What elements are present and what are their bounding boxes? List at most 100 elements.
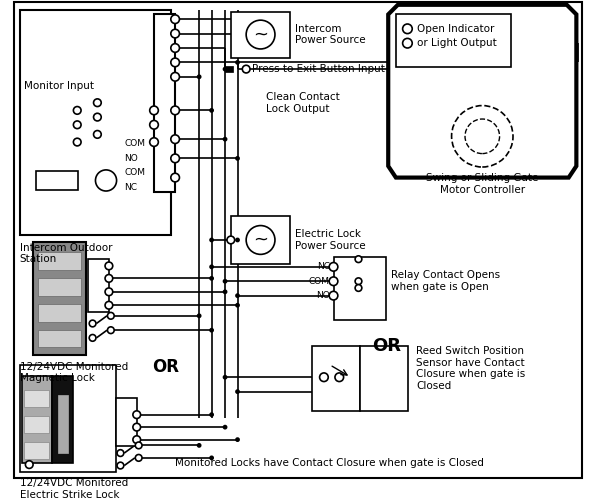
Circle shape bbox=[209, 238, 214, 242]
Bar bbox=[361, 346, 408, 411]
Text: COM: COM bbox=[124, 168, 145, 177]
Bar bbox=[38, 278, 81, 295]
Circle shape bbox=[243, 66, 250, 73]
Text: COM: COM bbox=[309, 276, 330, 285]
Circle shape bbox=[403, 24, 412, 34]
Circle shape bbox=[355, 284, 362, 292]
Circle shape bbox=[94, 130, 101, 138]
Circle shape bbox=[150, 106, 159, 114]
Circle shape bbox=[26, 460, 33, 468]
Bar bbox=[52, 376, 73, 462]
Circle shape bbox=[223, 290, 228, 294]
Circle shape bbox=[246, 20, 275, 49]
Bar bbox=[33, 242, 86, 355]
Bar bbox=[231, 216, 290, 264]
Circle shape bbox=[209, 108, 214, 113]
Text: Intercom
Power Source: Intercom Power Source bbox=[295, 24, 366, 46]
Circle shape bbox=[94, 99, 101, 106]
Circle shape bbox=[89, 334, 96, 341]
Bar bbox=[24, 390, 49, 407]
Text: Relay Contact Opens
when gate is Open: Relay Contact Opens when gate is Open bbox=[391, 270, 500, 292]
Circle shape bbox=[223, 375, 228, 380]
Circle shape bbox=[171, 154, 179, 162]
Text: ~: ~ bbox=[253, 26, 268, 44]
Circle shape bbox=[94, 114, 101, 121]
Circle shape bbox=[235, 238, 240, 242]
Bar bbox=[38, 304, 81, 322]
Circle shape bbox=[246, 226, 275, 254]
Circle shape bbox=[223, 424, 228, 430]
Bar bbox=[58, 396, 67, 453]
Text: OR: OR bbox=[372, 336, 401, 354]
Bar bbox=[154, 14, 175, 192]
Text: Open Indicator: Open Indicator bbox=[417, 24, 495, 34]
Bar bbox=[396, 14, 511, 67]
Circle shape bbox=[133, 424, 141, 431]
Text: Intercom Outdoor
Station: Intercom Outdoor Station bbox=[20, 243, 112, 264]
Circle shape bbox=[329, 277, 338, 285]
Bar bbox=[116, 398, 136, 446]
Bar bbox=[225, 66, 232, 72]
Text: Press to Exit Button Input: Press to Exit Button Input bbox=[252, 64, 385, 74]
Bar bbox=[334, 257, 386, 320]
Circle shape bbox=[329, 262, 338, 271]
Circle shape bbox=[135, 454, 142, 461]
Circle shape bbox=[105, 262, 113, 270]
Circle shape bbox=[235, 437, 240, 442]
Circle shape bbox=[209, 328, 214, 332]
Text: Monitored Locks have Contact Closure when gate is Closed: Monitored Locks have Contact Closure whe… bbox=[175, 458, 484, 468]
Circle shape bbox=[171, 106, 179, 114]
Circle shape bbox=[235, 303, 240, 308]
Circle shape bbox=[329, 292, 338, 300]
Circle shape bbox=[150, 120, 159, 129]
Text: Electric Lock
Power Source: Electric Lock Power Source bbox=[295, 229, 366, 251]
Bar bbox=[20, 365, 116, 472]
Circle shape bbox=[171, 174, 179, 182]
Circle shape bbox=[223, 66, 228, 71]
Circle shape bbox=[452, 106, 513, 167]
Circle shape bbox=[117, 450, 124, 456]
Text: Monitor Input: Monitor Input bbox=[24, 82, 94, 92]
Text: 12/24VDC Monitored
Electric Strike Lock: 12/24VDC Monitored Electric Strike Lock bbox=[20, 478, 128, 500]
Circle shape bbox=[89, 320, 96, 327]
Circle shape bbox=[73, 106, 81, 114]
Text: Reed Switch Position
Sensor have Contact
Closure when gate is
Closed: Reed Switch Position Sensor have Contact… bbox=[416, 346, 525, 391]
Text: NC: NC bbox=[124, 182, 137, 192]
Circle shape bbox=[235, 156, 240, 161]
Circle shape bbox=[105, 274, 113, 282]
Bar bbox=[312, 346, 361, 411]
Bar bbox=[38, 252, 81, 270]
Circle shape bbox=[133, 436, 141, 444]
Circle shape bbox=[171, 30, 179, 38]
Circle shape bbox=[171, 15, 179, 24]
Circle shape bbox=[235, 389, 240, 394]
Text: Clean Contact
Lock Output: Clean Contact Lock Output bbox=[266, 92, 340, 114]
Circle shape bbox=[171, 135, 179, 143]
Circle shape bbox=[227, 236, 235, 244]
Circle shape bbox=[197, 74, 201, 79]
Text: NO: NO bbox=[124, 154, 138, 163]
Text: 12/24VDC Monitored
Magnetic Lock: 12/24VDC Monitored Magnetic Lock bbox=[20, 362, 128, 384]
Circle shape bbox=[133, 411, 141, 418]
Circle shape bbox=[105, 288, 113, 296]
Bar bbox=[38, 330, 81, 347]
Circle shape bbox=[197, 314, 201, 318]
Bar bbox=[24, 416, 49, 433]
Circle shape bbox=[197, 443, 201, 448]
Circle shape bbox=[403, 38, 412, 48]
Circle shape bbox=[209, 264, 214, 269]
Circle shape bbox=[209, 276, 214, 281]
Circle shape bbox=[73, 138, 81, 146]
Circle shape bbox=[319, 373, 328, 382]
Circle shape bbox=[171, 58, 179, 66]
Circle shape bbox=[335, 373, 344, 382]
Circle shape bbox=[235, 293, 240, 298]
Circle shape bbox=[73, 121, 81, 128]
Bar bbox=[24, 442, 49, 459]
Circle shape bbox=[107, 312, 114, 319]
Polygon shape bbox=[388, 5, 576, 178]
Circle shape bbox=[105, 302, 113, 309]
Bar bbox=[21, 376, 52, 462]
Circle shape bbox=[209, 412, 214, 417]
Circle shape bbox=[355, 278, 362, 284]
